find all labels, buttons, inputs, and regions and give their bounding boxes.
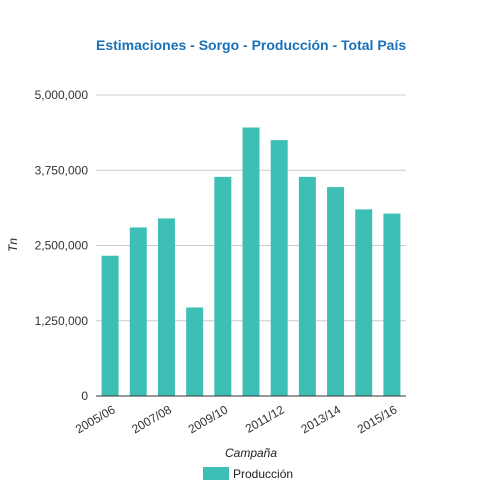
y-tick-labels: 0 1,250,000 2,500,000 3,750,000 5,000,000 — [35, 88, 89, 403]
bar — [327, 187, 345, 396]
y-tick-label: 2,500,000 — [35, 239, 89, 253]
y-tick-label: 5,000,000 — [35, 88, 89, 102]
x-tick-labels: 2005/06 2007/08 2009/10 2011/12 2013/14 2015/… — [73, 402, 400, 436]
bars — [101, 127, 401, 397]
y-tick-label: 1,250,000 — [35, 314, 89, 328]
x-tick-label: 2015/16 — [355, 402, 400, 436]
bar — [186, 307, 204, 396]
legend-swatch — [203, 467, 229, 480]
bar — [157, 218, 175, 396]
y-tick-label: 0 — [81, 389, 88, 403]
x-tick-label: 2005/06 — [73, 402, 118, 436]
x-tick-label: 2007/08 — [129, 402, 174, 436]
x-tick-label: 2013/14 — [298, 402, 343, 436]
bar — [242, 127, 260, 397]
legend-label: Producción — [233, 467, 293, 481]
y-axis-label: Tn — [6, 238, 20, 252]
bar — [129, 227, 147, 396]
bar — [214, 176, 232, 396]
bar — [355, 209, 373, 396]
x-tick-label: 2009/10 — [186, 402, 231, 436]
chart-title: Estimaciones - Sorgo - Producción - Tota… — [96, 37, 407, 53]
x-axis-label: Campaña — [225, 446, 277, 460]
y-tick-label: 3,750,000 — [35, 163, 89, 177]
bar — [101, 255, 119, 396]
legend: Producción — [203, 467, 293, 481]
bar — [270, 140, 288, 396]
bar — [383, 213, 401, 396]
bar — [298, 176, 316, 396]
x-tick-label: 2011/12 — [243, 402, 287, 436]
